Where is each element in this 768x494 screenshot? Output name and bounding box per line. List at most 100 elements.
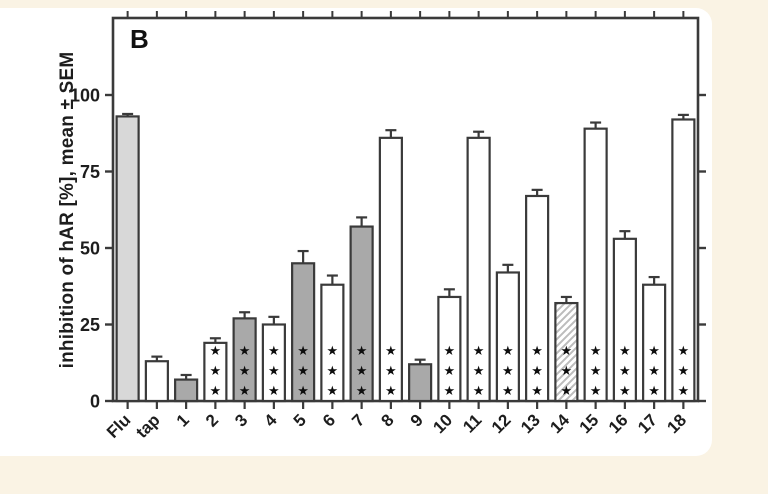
bar-12 — [495, 271, 520, 403]
significance-star: ★ — [619, 364, 631, 379]
significance-star: ★ — [648, 384, 660, 399]
panel-label: B — [130, 24, 149, 54]
bar-group-5: ★ ★ ★ 5 — [290, 249, 316, 431]
bar-group-11: ★ ★ ★ 11 — [459, 130, 491, 437]
significance-star: ★ — [619, 384, 631, 399]
bar-8 — [378, 136, 403, 403]
significance-star: ★ — [327, 384, 339, 399]
x-tick-label: 5 — [290, 410, 310, 430]
bar-6 — [320, 283, 345, 403]
bar-group-12: ★ ★ ★ 12 — [488, 263, 520, 437]
significance-star: ★ — [590, 344, 602, 359]
significance-star: ★ — [444, 344, 456, 359]
significance-star: ★ — [268, 384, 280, 399]
significance-star: ★ — [239, 344, 251, 359]
significance-star: ★ — [502, 364, 514, 379]
bar-18 — [671, 118, 696, 403]
y-tick-label: 25 — [80, 315, 100, 335]
significance-star: ★ — [590, 384, 602, 399]
bar-group-15: ★ ★ ★ 15 — [576, 121, 608, 437]
x-tick-label: tap — [132, 410, 163, 441]
significance-star: ★ — [502, 384, 514, 399]
bar-group-9: 9 — [407, 358, 433, 431]
x-tick-label: 6 — [319, 410, 339, 430]
significance-star: ★ — [356, 344, 368, 359]
bar-4 — [261, 323, 286, 403]
significance-star: ★ — [385, 384, 397, 399]
significance-star: ★ — [268, 364, 280, 379]
bar-16 — [612, 237, 637, 403]
significance-star: ★ — [385, 344, 397, 359]
bar-group-Flu: Flu — [103, 112, 140, 442]
significance-star: ★ — [648, 344, 660, 359]
significance-star: ★ — [297, 384, 309, 399]
bar-17 — [642, 283, 667, 403]
significance-star: ★ — [473, 384, 485, 399]
significance-star: ★ — [356, 384, 368, 399]
significance-star: ★ — [678, 364, 690, 379]
significance-star: ★ — [239, 384, 251, 399]
significance-star: ★ — [473, 344, 485, 359]
x-tick-label: 4 — [261, 410, 282, 431]
bar-group-17: ★ ★ ★ 17 — [634, 275, 667, 437]
significance-star: ★ — [239, 364, 251, 379]
significance-star: ★ — [297, 364, 309, 379]
significance-star: ★ — [297, 344, 309, 359]
y-axis-title: inhibition of hAR [%], mean ± SEM — [57, 51, 78, 369]
x-tick-label: 9 — [407, 410, 427, 430]
significance-star: ★ — [502, 344, 514, 359]
bar-1 — [174, 378, 199, 403]
significance-star: ★ — [327, 344, 339, 359]
bar-group-1: 1 — [173, 373, 199, 431]
y-tick-label: 0 — [90, 392, 100, 412]
significance-star: ★ — [531, 384, 543, 399]
significance-star: ★ — [444, 384, 456, 399]
significance-star: ★ — [678, 344, 690, 359]
significance-star: ★ — [444, 364, 456, 379]
significance-star: ★ — [590, 364, 602, 379]
bar-9 — [408, 363, 433, 403]
x-tick-label: 12 — [488, 410, 515, 437]
significance-star: ★ — [531, 344, 543, 359]
bar-14 — [554, 301, 579, 403]
y-tick-label: 50 — [80, 239, 100, 259]
x-tick-label: 3 — [231, 410, 251, 430]
y-tick-label: 75 — [80, 162, 100, 182]
significance-star: ★ — [531, 364, 543, 379]
significance-star: ★ — [385, 364, 397, 379]
bar-11 — [466, 136, 491, 403]
significance-star: ★ — [210, 364, 222, 379]
bar-5 — [291, 262, 316, 403]
significance-star: ★ — [678, 384, 690, 399]
significance-star: ★ — [473, 364, 485, 379]
x-tick-label: Flu — [103, 410, 134, 441]
plot-frame — [111, 16, 700, 403]
bar-group-16: ★ ★ ★ 16 — [605, 230, 637, 437]
significance-star: ★ — [561, 364, 573, 379]
x-tick-label: 10 — [429, 410, 456, 437]
x-tick-label: 16 — [605, 410, 632, 437]
bar-group-8: ★ ★ ★ 8 — [378, 129, 403, 431]
bar-group-18: ★ ★ ★ 18 — [663, 113, 696, 437]
bar-group-10: ★ ★ ★ 10 — [429, 288, 462, 437]
bar-tap — [144, 360, 169, 403]
x-tick-label: 17 — [634, 410, 661, 437]
bar-Flu — [115, 115, 140, 403]
x-tick-label: 2 — [202, 410, 222, 430]
significance-star: ★ — [210, 384, 222, 399]
significance-star: ★ — [561, 344, 573, 359]
bar-13 — [525, 194, 550, 403]
y-tick-label: 100 — [70, 86, 100, 106]
bar-group-4: ★ ★ ★ 4 — [261, 315, 286, 431]
x-tick-label: 7 — [348, 410, 368, 430]
bar-group-14: ★ ★ ★ 14 — [546, 295, 579, 437]
significance-star: ★ — [268, 344, 280, 359]
bar-2 — [203, 341, 228, 403]
x-tick-label: 14 — [546, 410, 573, 437]
bar-7 — [349, 225, 374, 403]
bar-group-2: ★ ★ ★ 2 — [202, 337, 228, 431]
bar-15 — [583, 127, 608, 403]
bar-10 — [437, 295, 462, 403]
